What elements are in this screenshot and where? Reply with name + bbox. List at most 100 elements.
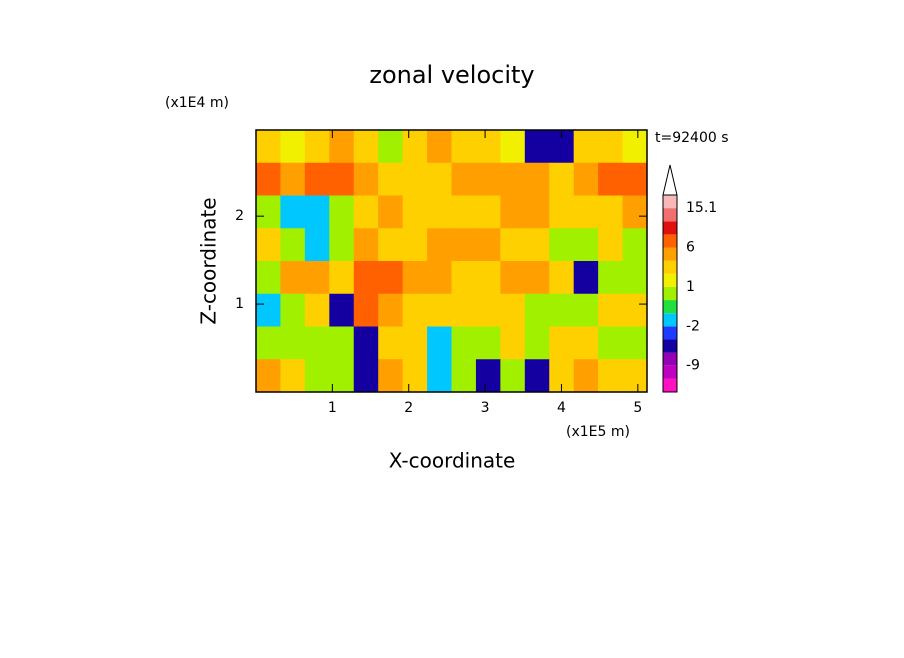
field-cell bbox=[256, 228, 281, 262]
field-cell bbox=[402, 195, 428, 229]
field-cell bbox=[573, 293, 599, 327]
field-cell bbox=[378, 228, 404, 262]
colorbar-segment bbox=[663, 221, 677, 235]
field-cell bbox=[353, 326, 379, 360]
field-cell bbox=[304, 359, 330, 393]
colorbar-frame bbox=[662, 194, 678, 393]
field-cell bbox=[451, 130, 477, 164]
field-cell bbox=[353, 359, 379, 393]
field-cell bbox=[451, 359, 477, 393]
field-cell bbox=[451, 195, 477, 229]
field-cell bbox=[304, 130, 330, 164]
y-tick-label: 2 bbox=[235, 208, 244, 224]
field-cell bbox=[549, 228, 575, 262]
field-cell bbox=[353, 261, 379, 295]
field-cell bbox=[329, 359, 355, 393]
field-cell bbox=[573, 162, 599, 196]
field-cell bbox=[304, 195, 330, 229]
colorbar-segment bbox=[663, 286, 677, 301]
field-cell bbox=[378, 261, 404, 295]
field-cell bbox=[451, 326, 477, 360]
field-cell bbox=[573, 228, 599, 262]
field-cell bbox=[622, 261, 648, 295]
field-cell bbox=[329, 162, 355, 196]
colorbar-segment bbox=[663, 313, 677, 327]
field-cell bbox=[475, 130, 501, 164]
field-cell bbox=[524, 130, 550, 164]
field-cell bbox=[573, 326, 599, 360]
field-cell bbox=[402, 293, 428, 327]
colorbar-segment bbox=[663, 326, 677, 340]
field-cell bbox=[500, 130, 526, 164]
field-cell bbox=[598, 130, 624, 164]
field-cell bbox=[256, 162, 281, 196]
field-cell bbox=[378, 195, 404, 229]
field-cell bbox=[378, 359, 404, 393]
field-cell bbox=[598, 195, 624, 229]
field-cell bbox=[402, 261, 428, 295]
field-cell bbox=[549, 293, 575, 327]
field-cell bbox=[378, 326, 404, 360]
field-cell bbox=[524, 195, 550, 229]
x-tick-label: 1 bbox=[328, 400, 337, 416]
field-cell bbox=[622, 162, 648, 196]
colorbar-segment bbox=[663, 378, 677, 392]
colorbar-segment bbox=[663, 352, 677, 366]
field-cell bbox=[475, 195, 501, 229]
field-cell bbox=[524, 261, 550, 295]
field-cell bbox=[256, 359, 281, 393]
field-cell bbox=[353, 228, 379, 262]
field-cell bbox=[256, 130, 281, 164]
field-cell bbox=[549, 162, 575, 196]
field-cell bbox=[329, 293, 355, 327]
field-cell bbox=[378, 293, 404, 327]
field-cell bbox=[280, 326, 306, 360]
field-cell bbox=[402, 326, 428, 360]
field-cell bbox=[500, 359, 526, 393]
colorbar-segment bbox=[663, 208, 677, 222]
field-cell bbox=[427, 326, 452, 360]
field-cell bbox=[329, 326, 355, 360]
colorbar-label: -9 bbox=[686, 358, 700, 374]
plot-frame bbox=[255, 129, 648, 393]
field-cell bbox=[598, 162, 624, 196]
field-cell bbox=[378, 130, 404, 164]
field-cell bbox=[353, 195, 379, 229]
field-cell bbox=[353, 162, 379, 196]
y-axis-title: Z-coordinate bbox=[197, 197, 221, 324]
field-cell bbox=[280, 195, 306, 229]
field-cell bbox=[524, 293, 550, 327]
time-label: t=92400 s bbox=[655, 130, 729, 146]
field-cell bbox=[427, 162, 452, 196]
field-cell bbox=[475, 261, 501, 295]
field-cell bbox=[475, 359, 501, 393]
field-cell bbox=[402, 130, 428, 164]
field-cell bbox=[598, 228, 624, 262]
x-tick-label: 5 bbox=[633, 400, 642, 416]
field-cell bbox=[280, 162, 306, 196]
x-axis-title: X-coordinate bbox=[389, 449, 516, 473]
field-cell bbox=[304, 261, 330, 295]
colorbar-segment bbox=[663, 300, 677, 314]
field-cell bbox=[598, 261, 624, 295]
field-cell bbox=[427, 130, 452, 164]
x-tick-label: 4 bbox=[557, 400, 566, 416]
field-cell bbox=[622, 130, 648, 164]
y-unit: (x1E4 m) bbox=[165, 95, 229, 111]
field-cell bbox=[524, 359, 550, 393]
field-cell bbox=[280, 293, 306, 327]
field-cell bbox=[280, 261, 306, 295]
x-tick-label: 2 bbox=[404, 400, 413, 416]
x-tick-label: 3 bbox=[481, 400, 490, 416]
field-cell bbox=[598, 293, 624, 327]
colorbar-label: -2 bbox=[686, 318, 700, 334]
field-cell bbox=[524, 162, 550, 196]
field-cell bbox=[475, 293, 501, 327]
x-unit: (x1E5 m) bbox=[566, 424, 630, 440]
field-cell bbox=[622, 293, 648, 327]
field-cell bbox=[280, 130, 306, 164]
field-cell bbox=[622, 228, 648, 262]
field-cell bbox=[500, 326, 526, 360]
field-cell bbox=[353, 293, 379, 327]
